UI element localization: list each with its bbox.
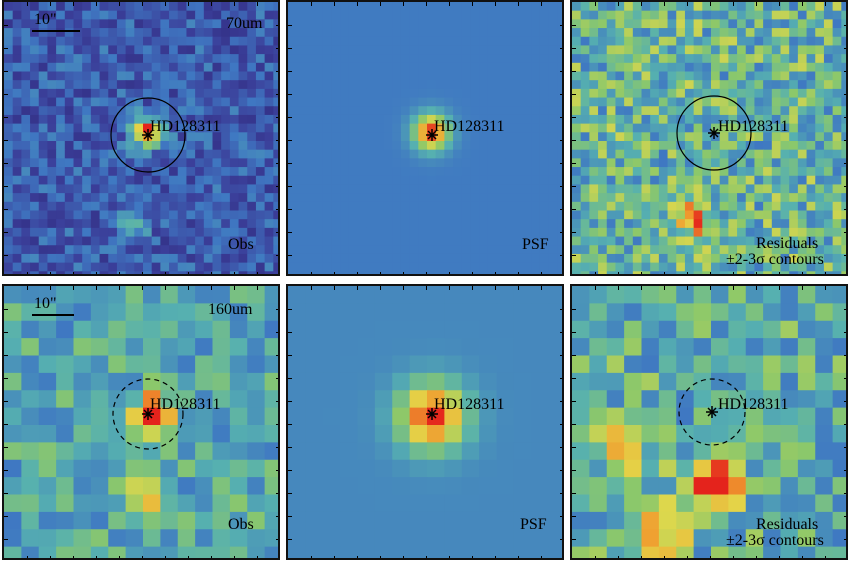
aperture-circle bbox=[110, 97, 186, 173]
residuals-70um-panel: HD128311 Residuals ±2-3σ contours bbox=[570, 0, 848, 276]
panel-kind-label: Obs bbox=[228, 516, 254, 533]
obs-160um-panel: 10" 160um HD128311 Obs bbox=[2, 284, 280, 560]
psf-70um-image bbox=[288, 2, 562, 274]
aperture-circle bbox=[678, 378, 746, 446]
residuals-160um-image bbox=[572, 286, 846, 558]
psf-160um-panel: HD128311 PSF bbox=[286, 284, 564, 560]
target-label: HD128311 bbox=[434, 396, 505, 413]
obs-70um-image bbox=[4, 2, 278, 274]
scale-bar bbox=[32, 314, 74, 316]
residuals-70um-image bbox=[572, 2, 846, 274]
panel-kind-label: Residuals bbox=[756, 235, 819, 252]
star-marker bbox=[426, 408, 438, 420]
panel-kind-label: Obs bbox=[228, 236, 254, 253]
star-marker bbox=[142, 129, 154, 141]
contours-label: ±2-3σ contours bbox=[726, 532, 824, 549]
target-label: HD128311 bbox=[718, 396, 789, 413]
star-marker bbox=[706, 406, 718, 418]
scale-label: 10" bbox=[34, 11, 57, 28]
contours-label: ±2-3σ contours bbox=[726, 251, 824, 268]
star-marker bbox=[708, 127, 720, 139]
panel-kind-label: Residuals bbox=[756, 516, 819, 533]
obs-70um-panel: 10" 70um HD128311 Obs bbox=[2, 0, 280, 276]
obs-160um-image bbox=[4, 286, 278, 558]
aperture-circle bbox=[676, 95, 752, 171]
target-label: HD128311 bbox=[150, 396, 221, 413]
residuals-160um-panel: HD128311 Residuals ±2-3σ contours bbox=[570, 284, 848, 560]
star-marker bbox=[426, 129, 438, 141]
band-label: 70um bbox=[226, 15, 263, 32]
band-label: 160um bbox=[208, 301, 253, 318]
panel-kind-label: PSF bbox=[522, 236, 549, 253]
psf-70um-panel: HD128311 PSF bbox=[286, 0, 564, 276]
scale-bar bbox=[32, 30, 80, 32]
aperture-circle bbox=[112, 378, 184, 450]
target-label: HD128311 bbox=[150, 118, 221, 135]
psf-160um-image bbox=[288, 286, 562, 558]
panel-kind-label: PSF bbox=[520, 516, 547, 533]
scale-label: 10" bbox=[34, 295, 57, 312]
target-label: HD128311 bbox=[718, 118, 789, 135]
target-label: HD128311 bbox=[434, 118, 505, 135]
star-marker bbox=[142, 408, 154, 420]
